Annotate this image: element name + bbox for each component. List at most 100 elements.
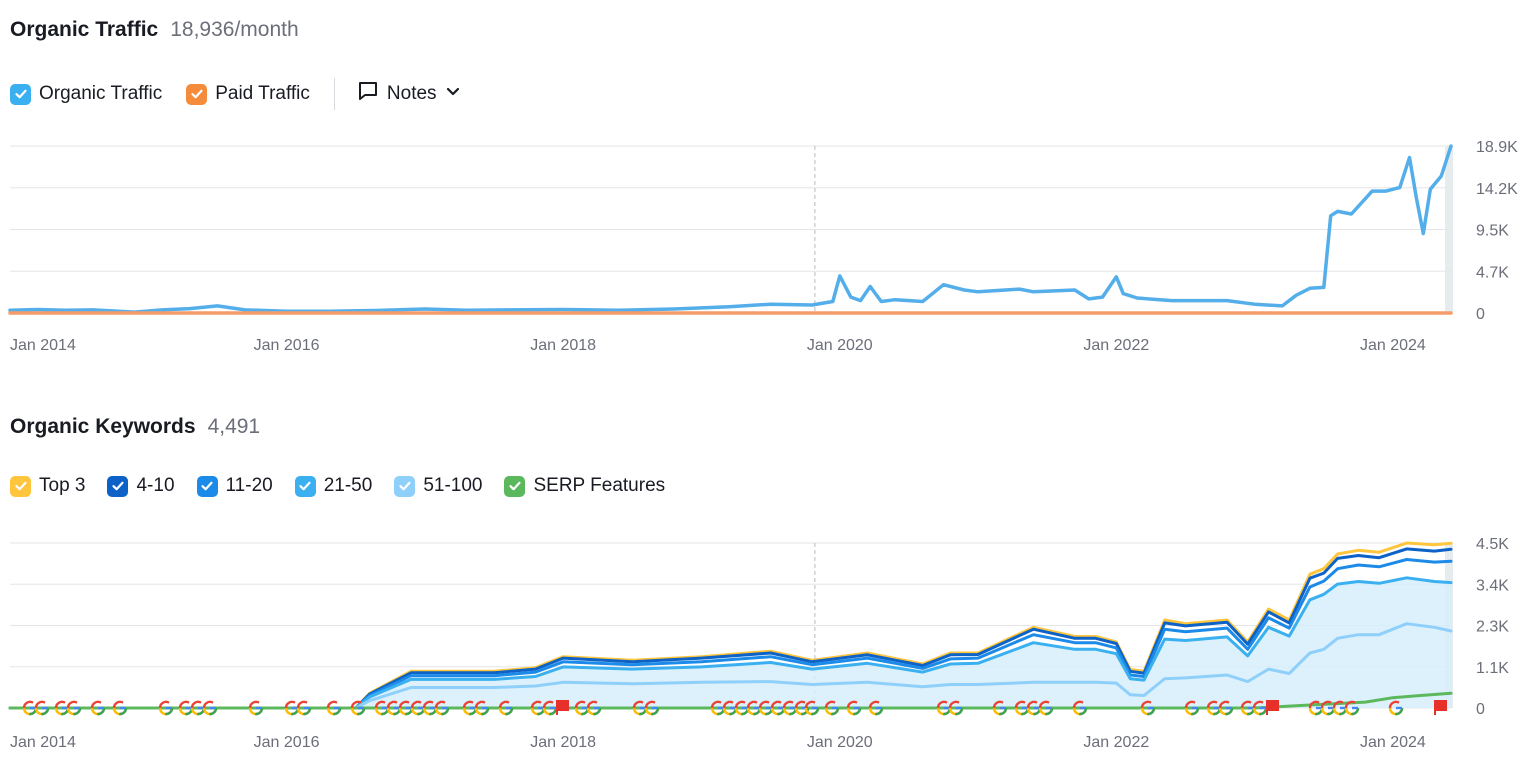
checkbox-checked-icon[interactable]	[107, 475, 129, 497]
google-update-icon[interactable]	[1140, 700, 1156, 716]
keywords-value: 4,491	[207, 415, 261, 438]
legend-serp-features[interactable]: SERP Features	[504, 475, 665, 497]
legend-51-100[interactable]: 51-100	[394, 475, 482, 497]
notes-label: Notes	[386, 83, 437, 104]
google-update-icon[interactable]	[542, 700, 558, 716]
checkbox-checked-icon[interactable]	[504, 475, 526, 497]
google-update-icon[interactable]	[326, 700, 342, 716]
x-tick-label: Jan 2018	[530, 337, 596, 354]
series-line-51-100	[8, 622, 1453, 710]
checkbox-checked-icon[interactable]	[186, 83, 208, 105]
x-tick-label: Jan 2016	[254, 337, 320, 354]
google-update-icon[interactable]	[1344, 700, 1360, 716]
checkbox-checked-icon[interactable]	[10, 83, 31, 105]
y-tick-label: 3.4K	[1476, 577, 1509, 594]
y-tick-label: 9.5K	[1476, 223, 1509, 240]
legend-paid-traffic[interactable]: Paid Traffic	[186, 83, 310, 105]
flag-icon[interactable]	[1266, 700, 1279, 715]
y-tick-label: 14.2K	[1476, 181, 1518, 198]
series-line-organic-traffic	[8, 144, 1453, 314]
google-update-icon[interactable]	[1218, 700, 1234, 716]
traffic-title: Organic Traffic	[10, 18, 159, 41]
x-tick-label: Jan 2024	[1360, 734, 1426, 751]
series-line-4-10	[8, 547, 1453, 710]
google-update-icon[interactable]	[868, 700, 884, 716]
google-update-icon[interactable]	[434, 700, 450, 716]
legend-4-10[interactable]: 4-10	[107, 475, 175, 497]
google-update-icon[interactable]	[34, 700, 50, 716]
google-update-icon[interactable]	[248, 700, 264, 716]
google-update-icon[interactable]	[1184, 700, 1200, 716]
legend-21-50[interactable]: 21-50	[294, 475, 373, 497]
checkbox-checked-icon[interactable]	[394, 475, 416, 497]
google-update-icon[interactable]	[296, 700, 312, 716]
y-tick-label: 0	[1476, 306, 1485, 323]
legend-label: 11-20	[225, 475, 273, 496]
legend-divider	[333, 78, 335, 110]
notes-dropdown[interactable]: Notes	[357, 80, 461, 108]
google-update-icon[interactable]	[824, 700, 840, 716]
x-tick-label: Jan 2022	[1083, 337, 1149, 354]
google-update-icon[interactable]	[350, 700, 366, 716]
notes-icon	[357, 80, 379, 108]
series-line-serp-features	[8, 691, 1453, 710]
google-update-icon[interactable]	[158, 700, 174, 716]
legend-label: 21-50	[323, 475, 373, 496]
series-line-11-20	[8, 558, 1453, 710]
legend-top-3[interactable]: Top 3	[10, 475, 85, 497]
y-tick-label: 4.7K	[1476, 264, 1509, 281]
google-update-icon[interactable]	[644, 700, 660, 716]
x-tick-label: Jan 2016	[254, 734, 320, 751]
x-tick-label: Jan 2014	[10, 337, 76, 354]
x-tick-label: Jan 2020	[807, 337, 873, 354]
keywords-header: Organic Keywords 4,491	[10, 415, 260, 439]
keyword-area-fill	[10, 577, 1451, 708]
traffic-value: 18,936/month	[170, 18, 299, 41]
x-tick-label: Jan 2024	[1360, 337, 1426, 354]
google-update-icon[interactable]	[112, 700, 128, 716]
traffic-header: Organic Traffic 18,936/month	[10, 18, 299, 42]
y-tick-label: 18.9K	[1476, 139, 1518, 156]
y-tick-label: 4.5K	[1476, 536, 1509, 553]
legend-label: 4-10	[136, 475, 175, 496]
google-update-icon[interactable]	[948, 700, 964, 716]
x-tick-label: Jan 2022	[1083, 734, 1149, 751]
google-update-icon[interactable]	[992, 700, 1008, 716]
legend-label: 51-100	[423, 475, 483, 496]
keywords-title: Organic Keywords	[10, 415, 196, 438]
google-update-icon[interactable]	[474, 700, 490, 716]
legend-label: SERP Features	[533, 475, 666, 496]
y-tick-label: 2.3K	[1476, 619, 1509, 636]
y-tick-label: 0	[1476, 701, 1485, 718]
organic-traffic-chart: 18.9K 14.2K 9.5K 4.7K 0 Jan 2014 Jan 2016 Jan 2…	[8, 139, 1518, 354]
x-tick-label: Jan 2018	[530, 734, 596, 751]
google-update-icon[interactable]	[90, 700, 106, 716]
traffic-legend: Organic Traffic Paid Traffic Notes	[10, 78, 461, 110]
organic-keywords-chart: 4.5K 3.4K 2.3K 1.1K 0 Jan 2014 Jan 2016 Jan 201…	[8, 536, 1509, 751]
google-update-icon[interactable]	[202, 700, 218, 716]
google-update-icon[interactable]	[66, 700, 82, 716]
google-update-icon[interactable]	[1038, 700, 1054, 716]
google-update-icon[interactable]	[498, 700, 514, 716]
legend-organic-traffic[interactable]: Organic Traffic	[10, 83, 162, 105]
google-update-icon[interactable]	[804, 700, 820, 716]
chevron-down-icon	[445, 83, 461, 105]
checkbox-checked-icon[interactable]	[196, 475, 218, 497]
flag-icon[interactable]	[1434, 700, 1447, 715]
legend-label: Organic Traffic	[39, 83, 163, 104]
google-update-icon[interactable]	[1072, 700, 1088, 716]
checkbox-checked-icon[interactable]	[294, 475, 316, 497]
legend-11-20[interactable]: 11-20	[196, 475, 273, 497]
series-line-21-50	[8, 576, 1453, 710]
flag-icon[interactable]	[556, 700, 569, 715]
x-tick-label: Jan 2020	[807, 734, 873, 751]
legend-label: Paid Traffic	[215, 83, 310, 104]
legend-label: Top 3	[39, 475, 86, 496]
google-update-icon[interactable]	[1388, 700, 1404, 716]
checkbox-checked-icon[interactable]	[10, 475, 31, 497]
google-update-icon[interactable]	[586, 700, 602, 716]
y-tick-label: 1.1K	[1476, 660, 1509, 677]
x-tick-label: Jan 2014	[10, 734, 76, 751]
keywords-legend: Top 3 4-10 11-20 21-50 51-100 SERP Features	[10, 475, 687, 497]
google-update-icon[interactable]	[846, 700, 862, 716]
